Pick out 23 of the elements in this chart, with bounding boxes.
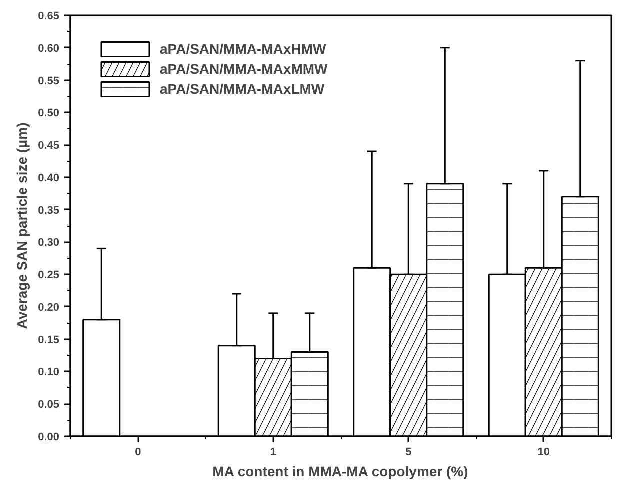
x-axis-title: MA content in MMA-MA copolymer (%) (212, 464, 468, 480)
y-tick-label: 0.60 (38, 42, 60, 55)
x-tick-label: 5 (406, 446, 412, 458)
y-tick-label: 0.05 (38, 399, 60, 412)
y-tick-label: 0.15 (38, 334, 60, 346)
y-tick-label: 0.25 (38, 270, 60, 282)
x-tick-label: 10 (538, 446, 550, 458)
y-tick-label: 0.45 (38, 140, 60, 152)
y-tick-label: 0.65 (38, 10, 60, 22)
x-tick-label: 0 (135, 446, 142, 458)
y-axis-title: Average SAN particle size (μm) (14, 122, 30, 330)
y-tick-label: 0.40 (38, 172, 60, 184)
y-tick-label: 0.20 (38, 302, 60, 314)
y-tick-label: 0.50 (38, 108, 60, 120)
y-tick-label: 0.00 (38, 432, 60, 444)
legend-label: aPA/SAN/MMA-MAxHMW (160, 41, 326, 57)
legend-label: aPA/SAN/MMA-MAxMMW (160, 61, 328, 77)
y-tick-label: 0.10 (38, 366, 60, 379)
y-tick-label: 0.55 (38, 75, 60, 88)
legend-label: aPA/SAN/MMA-MAxLMW (160, 81, 325, 97)
y-tick-label: 0.35 (38, 204, 60, 217)
x-tick-label: 1 (270, 446, 276, 458)
y-tick-label: 0.30 (38, 237, 60, 250)
